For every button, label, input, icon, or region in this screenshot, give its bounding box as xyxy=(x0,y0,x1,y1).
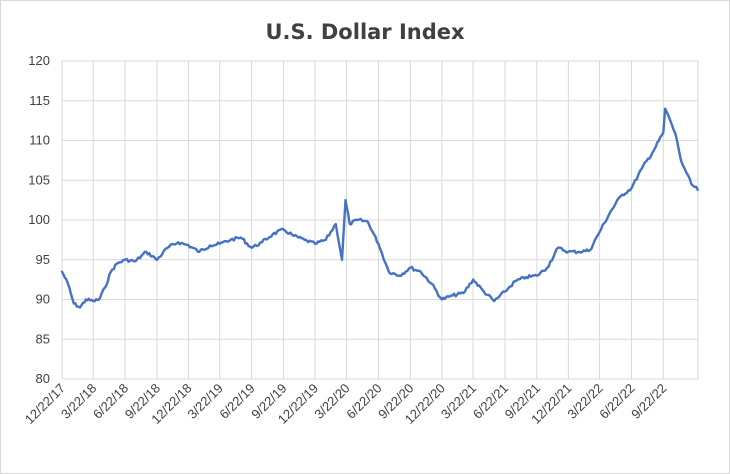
series-line-0 xyxy=(60,107,699,309)
y-axis-ticks: 80 85 90 95 100 105 110 115 120 xyxy=(28,53,50,386)
y-tick-label: 105 xyxy=(28,172,50,187)
chart-title: U.S. Dollar Index xyxy=(265,20,465,44)
y-tick-label: 100 xyxy=(28,212,50,227)
x-tick-label: 9/22/22 xyxy=(628,381,669,422)
x-tick-label: 12/22/17 xyxy=(22,381,68,427)
gridlines xyxy=(61,60,699,380)
y-tick-label: 110 xyxy=(29,133,50,148)
y-tick-label: 85 xyxy=(36,331,50,346)
y-tick-label: 80 xyxy=(36,371,50,386)
data-series xyxy=(60,107,699,309)
y-tick-label: 90 xyxy=(36,292,50,307)
y-tick-label: 120 xyxy=(28,53,50,68)
y-tick-label: 95 xyxy=(36,252,50,267)
x-axis-ticks: 12/22/173/22/186/22/189/22/1812/22/183/2… xyxy=(22,381,670,427)
y-tick-label: 115 xyxy=(29,93,50,108)
